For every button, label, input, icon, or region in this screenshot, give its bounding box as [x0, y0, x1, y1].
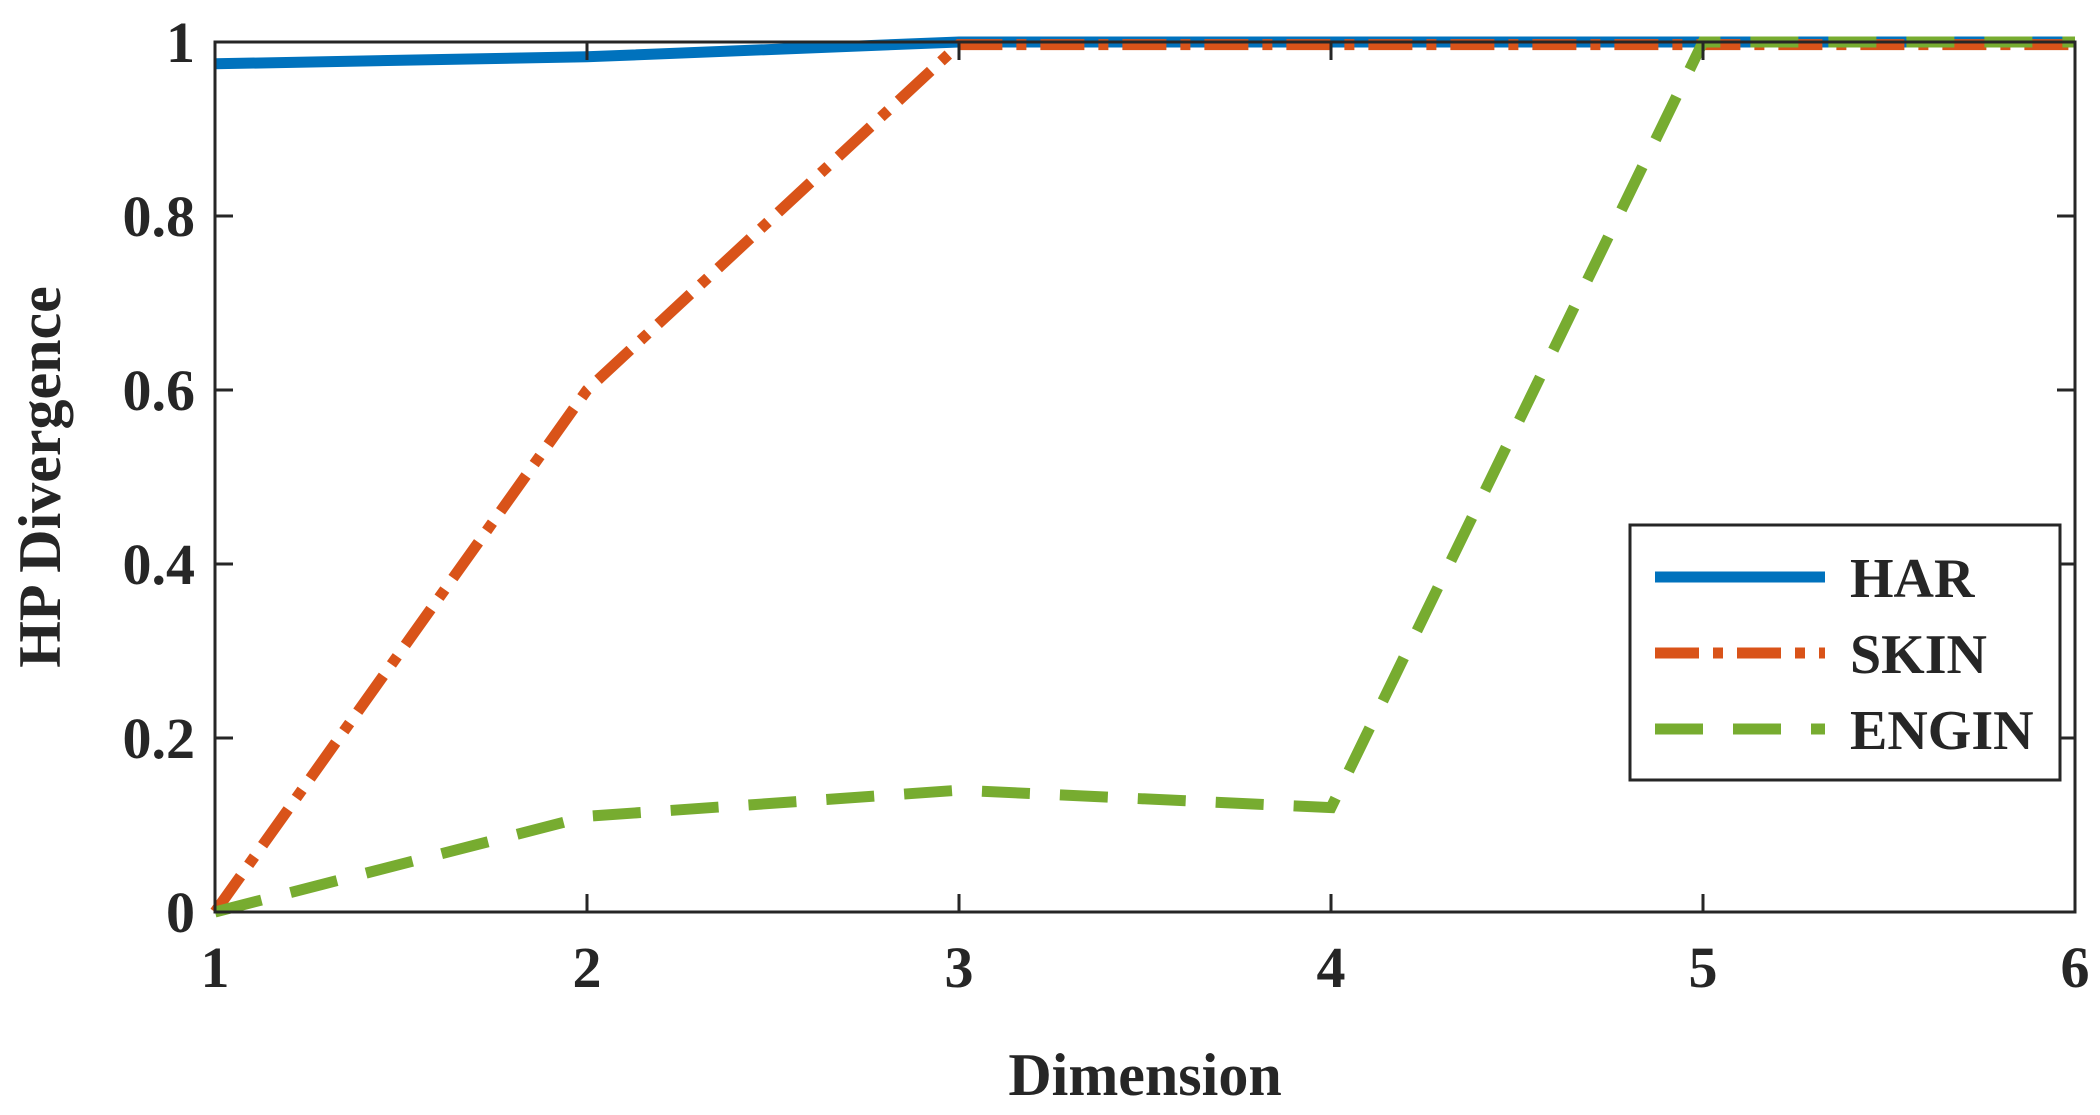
- legend-label-engin: ENGIN: [1850, 700, 2034, 762]
- legend: HAR SKIN ENGIN: [1628, 523, 2062, 782]
- x-tick-label: 6: [2061, 935, 2090, 1000]
- legend-label-skin: SKIN: [1850, 624, 1987, 686]
- x-tick-label: 1: [201, 935, 230, 1000]
- y-tick-label: 0.6: [123, 358, 196, 423]
- y-tick-label: 0.4: [123, 532, 196, 597]
- x-tick-label: 5: [1689, 935, 1718, 1000]
- x-tick-label: 3: [945, 935, 974, 1000]
- x-tick-label: 4: [1317, 935, 1346, 1000]
- x-axis: 1 2 3 4 5 6: [201, 42, 2090, 1000]
- legend-box: [1628, 523, 2062, 782]
- series-line-skin: [210, 39, 2075, 916]
- y-tick-label: 1: [166, 10, 195, 75]
- y-axis: 0 0.2 0.4 0.6 0.8 1: [123, 10, 2075, 945]
- y-tick-label: 0: [166, 880, 195, 945]
- legend-label-har: HAR: [1850, 548, 1975, 610]
- y-tick-label: 0.2: [123, 706, 196, 771]
- axes-frame: [213, 40, 2077, 914]
- y-tick-label: 0.8: [123, 184, 196, 249]
- y-axis-label: HP Divergence: [7, 286, 73, 668]
- x-tick-label: 2: [573, 935, 602, 1000]
- x-axis-label: Dimension: [1008, 1042, 1281, 1108]
